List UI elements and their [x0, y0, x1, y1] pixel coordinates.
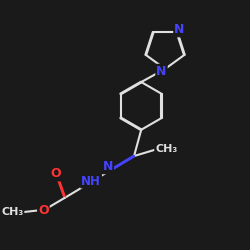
- Text: CH₃: CH₃: [1, 207, 24, 217]
- Text: N: N: [102, 160, 113, 173]
- Text: O: O: [50, 168, 60, 180]
- Text: N: N: [174, 23, 184, 36]
- Text: O: O: [38, 204, 49, 218]
- Text: CH₃: CH₃: [155, 144, 178, 154]
- Text: NH: NH: [81, 174, 101, 188]
- Text: N: N: [156, 65, 167, 78]
